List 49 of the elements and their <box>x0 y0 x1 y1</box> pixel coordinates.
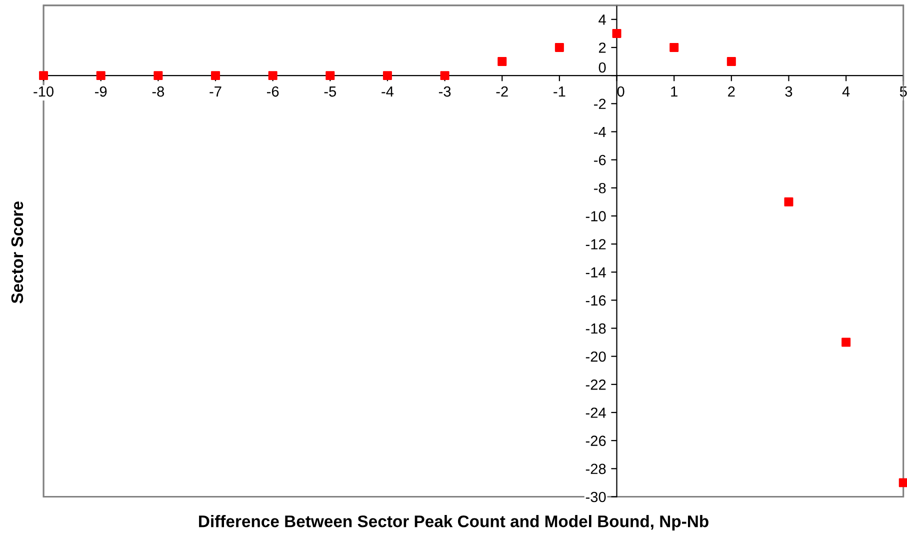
x-tick-label: -10 <box>34 86 54 97</box>
x-tick-label: -8 <box>152 86 164 97</box>
point <box>211 71 220 80</box>
point <box>382 71 392 80</box>
y-axis-title: Sector Score <box>11 202 24 304</box>
y-tick-label: 0 <box>598 62 606 73</box>
point <box>784 197 794 206</box>
y-tick-label: -26 <box>586 436 606 446</box>
point <box>440 71 450 80</box>
x-tick-label: -7 <box>210 86 222 97</box>
point <box>154 71 163 80</box>
y-tick-label: -30 <box>586 492 606 502</box>
x-tick-label: 2 <box>728 86 735 97</box>
point <box>898 478 907 488</box>
x-tick-label: -2 <box>496 86 508 97</box>
x-tick-label: -9 <box>95 86 107 97</box>
point <box>96 71 106 80</box>
y-tick-label: -20 <box>586 351 606 362</box>
x-tick-label: -5 <box>324 86 336 97</box>
y-tick-label: -12 <box>586 239 606 250</box>
x-axis-title: Difference Between Sector Peak Count and Model Bound, Np-Nb <box>199 515 708 531</box>
y-tick-label: -6 <box>594 154 606 166</box>
point <box>670 42 679 52</box>
y-tick-label: -2 <box>594 98 606 109</box>
x-tick-label: 1 <box>671 86 678 97</box>
x-tick-label: 3 <box>785 86 792 97</box>
x-tick-label: -1 <box>554 86 566 97</box>
y-tick-label: -24 <box>586 408 606 418</box>
y-tick-label: -8 <box>594 182 606 194</box>
point <box>268 71 278 80</box>
point <box>498 57 507 66</box>
y-tick-label: 2 <box>598 42 606 53</box>
y-tick-label: -14 <box>586 267 606 278</box>
point <box>726 57 736 66</box>
point <box>326 71 335 80</box>
y-tick-label: -4 <box>594 126 606 138</box>
y-tick-label: -10 <box>586 211 606 222</box>
y-tick-label: -22 <box>586 380 606 390</box>
x-tick-label: 4 <box>842 86 850 97</box>
point <box>842 338 851 347</box>
y-tick-label: -18 <box>586 323 606 334</box>
y-tick-label: -16 <box>586 295 606 306</box>
y-tick-label: 4 <box>598 14 606 25</box>
x-tick-label: -4 <box>382 86 394 97</box>
point <box>612 28 622 38</box>
y-tick-label: -28 <box>586 464 606 474</box>
point <box>554 42 564 52</box>
x-tick-label: -3 <box>438 86 451 97</box>
x-tick-label: -6 <box>266 86 279 97</box>
